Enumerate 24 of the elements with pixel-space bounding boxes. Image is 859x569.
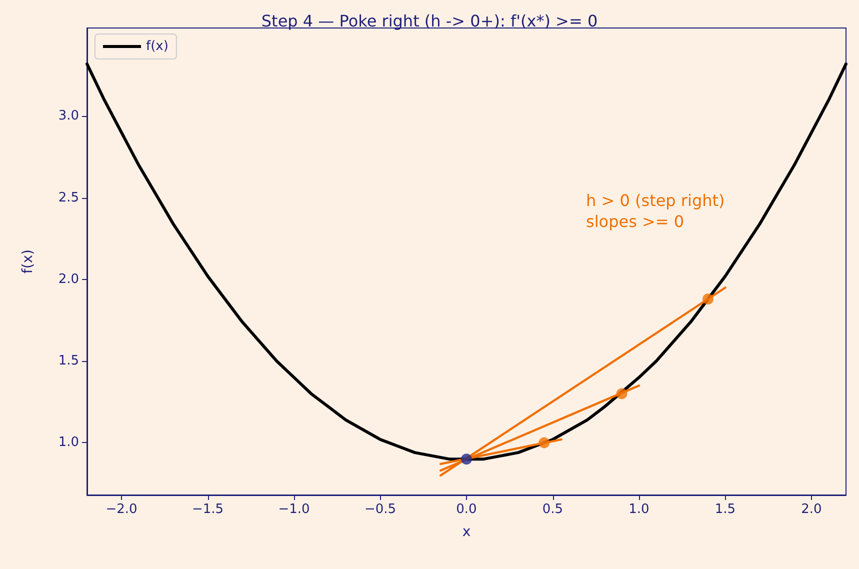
x-tick-label: 1.5 xyxy=(714,502,736,517)
y-tick-label: 1.5 xyxy=(58,354,79,369)
chart-title: Step 4 — Poke right (h -> 0+): f'(x*) >= 0 xyxy=(261,12,598,30)
point xyxy=(702,294,714,305)
point xyxy=(538,437,550,448)
x-tick-label: 1.0 xyxy=(628,502,650,517)
x-tick-label: −1.0 xyxy=(278,502,310,517)
x-tick-label: −0.5 xyxy=(364,502,396,517)
x-tick-label: 2.0 xyxy=(801,502,822,517)
annotation: h > 0 (step right) slopes >= 0 xyxy=(586,191,725,231)
y-tick-label: 2.5 xyxy=(58,190,79,206)
y-tick-label: 1.0 xyxy=(58,435,79,450)
x-tick-label: −1.5 xyxy=(192,502,224,517)
point xyxy=(616,388,628,400)
y-tick-label: 3.0 xyxy=(58,108,79,124)
x-tick-label: −2.0 xyxy=(106,502,138,517)
y-tick-label: 2.0 xyxy=(58,272,79,287)
line-series xyxy=(86,62,848,461)
x-axis-title: x xyxy=(462,524,471,540)
point xyxy=(461,454,472,465)
y-axis-title: f(x) xyxy=(20,249,36,274)
legend-label: f(x) xyxy=(146,39,168,54)
x-tick-label: 0.0 xyxy=(456,502,477,517)
x-tick-label: 0.5 xyxy=(542,502,564,517)
